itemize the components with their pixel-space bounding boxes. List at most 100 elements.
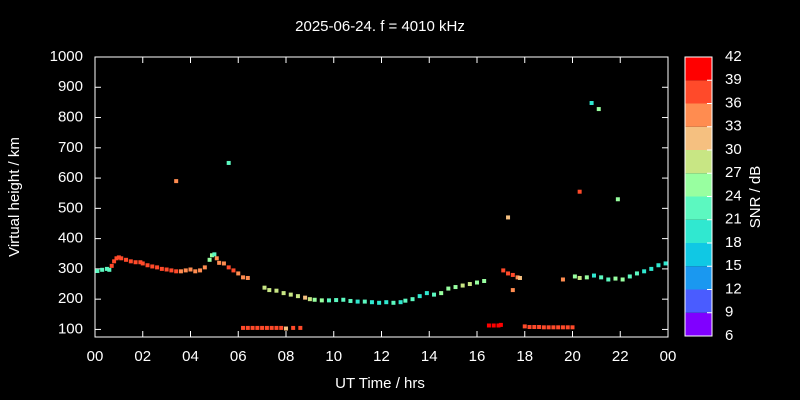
colorbar-segment bbox=[685, 289, 712, 313]
point bbox=[138, 260, 143, 265]
x-axis-label: UT Time / hrs bbox=[335, 375, 425, 392]
point bbox=[198, 268, 203, 273]
point bbox=[291, 325, 296, 330]
plot-frame bbox=[94, 56, 669, 338]
y-tick-label: 700 bbox=[58, 139, 83, 156]
point bbox=[221, 261, 226, 266]
point bbox=[565, 325, 570, 330]
point bbox=[319, 298, 324, 303]
point bbox=[527, 325, 532, 330]
point bbox=[334, 298, 339, 303]
point bbox=[403, 298, 408, 303]
y-tick-label: 300 bbox=[58, 260, 83, 277]
point bbox=[269, 325, 274, 330]
point bbox=[226, 160, 231, 165]
x-tick-label: 00 bbox=[87, 348, 104, 365]
point bbox=[298, 325, 303, 330]
point bbox=[348, 298, 353, 303]
colorbar-tick-label: 18 bbox=[725, 234, 742, 251]
point bbox=[250, 325, 255, 330]
point bbox=[599, 275, 604, 280]
point bbox=[577, 189, 582, 194]
point bbox=[486, 323, 491, 328]
colorbar-segment bbox=[685, 80, 712, 104]
point bbox=[114, 256, 119, 261]
point bbox=[116, 255, 121, 260]
point bbox=[231, 268, 236, 273]
point bbox=[174, 269, 179, 274]
point bbox=[642, 269, 647, 274]
x-tick-label: 10 bbox=[325, 348, 342, 365]
point bbox=[522, 324, 527, 329]
point bbox=[556, 325, 561, 330]
point bbox=[214, 256, 219, 261]
point bbox=[560, 277, 565, 282]
point bbox=[656, 263, 661, 268]
y-tick-label: 1000 bbox=[50, 48, 83, 65]
point bbox=[501, 268, 506, 273]
point bbox=[620, 277, 625, 282]
point bbox=[140, 261, 145, 266]
point bbox=[377, 300, 382, 305]
colorbar-segment bbox=[685, 266, 712, 290]
point bbox=[212, 252, 217, 257]
point bbox=[634, 271, 639, 276]
point bbox=[119, 256, 124, 261]
colorbar-segment bbox=[685, 312, 712, 336]
point bbox=[627, 274, 632, 279]
point bbox=[155, 265, 160, 270]
point bbox=[245, 275, 250, 280]
point bbox=[112, 259, 117, 264]
point bbox=[615, 197, 620, 202]
x-tick-label: 06 bbox=[230, 348, 247, 365]
colorbar-segment bbox=[685, 57, 712, 81]
colorbar-tick-label: 39 bbox=[725, 71, 742, 88]
point bbox=[183, 268, 188, 273]
x-tick-label: 20 bbox=[564, 348, 581, 365]
point bbox=[264, 325, 269, 330]
colorbar-segment bbox=[685, 173, 712, 197]
point bbox=[541, 325, 546, 330]
colorbar-tick-label: 24 bbox=[725, 187, 742, 204]
point bbox=[510, 288, 515, 293]
point bbox=[663, 261, 668, 266]
point bbox=[159, 266, 164, 271]
y-tick-label: 100 bbox=[58, 320, 83, 337]
x-tick-label: 14 bbox=[421, 348, 438, 365]
point bbox=[537, 325, 542, 330]
point bbox=[284, 326, 288, 331]
point bbox=[572, 274, 577, 279]
point bbox=[410, 297, 415, 302]
point bbox=[188, 267, 193, 272]
point bbox=[510, 272, 515, 277]
point bbox=[453, 285, 458, 290]
point bbox=[202, 265, 207, 270]
point bbox=[128, 259, 133, 264]
point bbox=[498, 322, 503, 327]
y-tick-label: 900 bbox=[58, 78, 83, 95]
point bbox=[362, 299, 367, 304]
point bbox=[591, 273, 596, 278]
y-axis-label: Virtual height / km bbox=[6, 137, 23, 257]
point bbox=[589, 101, 594, 106]
colorbar-segment bbox=[685, 126, 712, 150]
point bbox=[613, 276, 618, 281]
point bbox=[577, 275, 582, 280]
point bbox=[506, 271, 511, 276]
point bbox=[584, 275, 589, 280]
point bbox=[546, 325, 551, 330]
point bbox=[467, 282, 472, 287]
point bbox=[288, 292, 293, 297]
point bbox=[124, 257, 129, 262]
colorbar-tick-label: 9 bbox=[725, 304, 733, 321]
point bbox=[482, 279, 487, 283]
point bbox=[398, 300, 403, 305]
point bbox=[303, 295, 308, 300]
colorbar-label: SNR / dB bbox=[747, 166, 764, 229]
point bbox=[355, 299, 360, 304]
point bbox=[150, 264, 155, 269]
colorbar-segment bbox=[685, 243, 712, 267]
chart-title: 2025-06-24. f = 4010 kHz bbox=[295, 18, 465, 35]
point bbox=[274, 325, 279, 330]
point bbox=[145, 263, 150, 268]
